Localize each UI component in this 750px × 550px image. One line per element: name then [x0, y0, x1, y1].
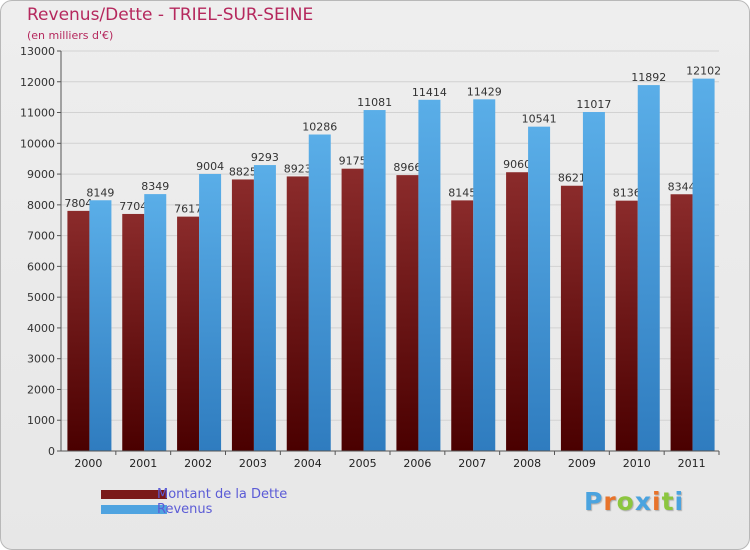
chart-title: Revenus/Dette - TRIEL-SUR-SEINE	[27, 5, 314, 25]
y-tick-label: 3000	[27, 353, 55, 366]
x-tick-label: 2006	[403, 457, 431, 470]
debt-value-label: 7617	[174, 203, 202, 216]
y-tick-label: 2000	[27, 383, 55, 396]
proxiti-logo: Proxiti	[584, 487, 685, 516]
bar-debt	[122, 213, 145, 451]
revenue-value-label: 10541	[522, 113, 557, 126]
x-tick-label: 2008	[513, 457, 541, 470]
legend-label-revenue: Revenus	[157, 502, 213, 517]
y-tick-label: 5000	[27, 291, 55, 304]
revenue-value-label: 9004	[196, 160, 224, 173]
y-tick-label: 13000	[20, 45, 55, 58]
bar-debt	[396, 175, 419, 451]
y-tick-label: 0	[48, 445, 55, 458]
revenue-value-label: 11429	[467, 85, 502, 98]
debt-value-label: 8923	[284, 162, 312, 175]
bar-revenue	[308, 134, 331, 451]
revenue-value-label: 11017	[576, 98, 611, 111]
bar-debt	[451, 200, 474, 451]
x-tick-label: 2005	[349, 457, 377, 470]
bar-revenue	[144, 194, 167, 451]
revenue-value-label: 10286	[302, 121, 337, 134]
x-tick-label: 2000	[74, 457, 102, 470]
x-tick-label: 2010	[623, 457, 651, 470]
y-tick-label: 7000	[27, 230, 55, 243]
revenue-value-label: 12102	[686, 65, 721, 78]
debt-value-label: 7804	[64, 197, 92, 210]
debt-value-label: 7704	[119, 200, 147, 213]
y-tick-label: 11000	[20, 107, 55, 120]
debt-value-label: 8344	[668, 180, 696, 193]
x-tick-label: 2009	[568, 457, 596, 470]
bar-revenue	[253, 165, 276, 452]
bar-revenue	[363, 110, 386, 452]
bar-revenue	[692, 78, 715, 451]
revenue-value-label: 11414	[412, 86, 447, 99]
debt-value-label: 8966	[393, 161, 421, 174]
bar-revenue	[199, 173, 222, 451]
chart-subtitle: (en milliers d'€)	[27, 29, 114, 42]
debt-value-label: 9175	[339, 155, 367, 168]
x-tick-label: 2004	[294, 457, 322, 470]
bar-debt	[506, 172, 529, 451]
revenue-value-label: 8349	[141, 180, 169, 193]
debt-value-label: 8621	[558, 172, 586, 185]
debt-value-label: 9060	[503, 158, 531, 171]
debt-value-label: 8145	[448, 186, 476, 199]
revenue-value-label: 8149	[86, 186, 114, 199]
legend-label-debt: Montant de la Dette	[157, 487, 288, 502]
revenue-value-label: 11081	[357, 96, 392, 109]
bar-revenue	[582, 112, 605, 451]
x-tick-label: 2007	[458, 457, 486, 470]
x-tick-label: 2003	[239, 457, 267, 470]
y-tick-label: 10000	[20, 137, 55, 150]
y-tick-label: 1000	[27, 414, 55, 427]
bar-debt	[231, 179, 254, 451]
y-tick-label: 6000	[27, 260, 55, 273]
revenue-value-label: 9293	[251, 151, 279, 164]
x-tick-label: 2011	[678, 457, 706, 470]
bar-debt	[177, 216, 200, 451]
y-tick-label: 12000	[20, 76, 55, 89]
bar-revenue	[89, 200, 112, 451]
bar-debt	[560, 185, 583, 451]
y-tick-label: 9000	[27, 168, 55, 181]
revenue-value-label: 11892	[631, 71, 666, 84]
x-tick-label: 2001	[129, 457, 157, 470]
bar-debt	[670, 194, 693, 451]
bar-revenue	[528, 126, 551, 452]
legend-swatch-revenue	[101, 505, 167, 514]
y-tick-label: 4000	[27, 322, 55, 335]
bar-revenue	[473, 99, 496, 451]
y-tick-label: 8000	[27, 199, 55, 212]
x-tick-label: 2002	[184, 457, 212, 470]
bar-debt	[615, 200, 638, 451]
debt-value-label: 8136	[613, 187, 641, 200]
bar-debt	[341, 168, 364, 451]
debt-value-label: 8825	[229, 165, 257, 178]
bar-revenue	[418, 99, 441, 452]
bar-revenue	[637, 85, 660, 451]
bar-debt	[67, 210, 90, 451]
bar-debt	[286, 176, 309, 451]
legend-swatch-debt	[101, 490, 167, 499]
